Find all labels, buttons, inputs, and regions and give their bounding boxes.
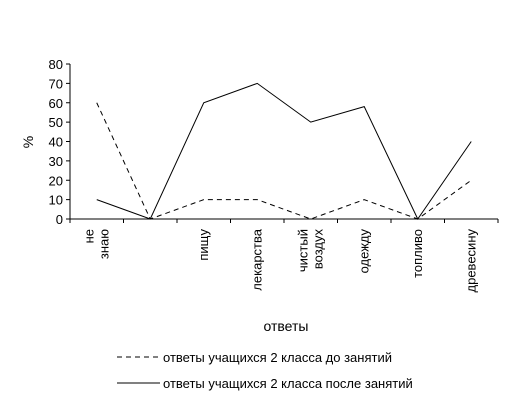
x-tick-label: одежду xyxy=(356,229,371,274)
x-tick-label: древесину xyxy=(463,229,478,293)
y-tick-label: 40 xyxy=(49,135,63,150)
y-tick-label: 60 xyxy=(49,96,63,111)
y-tick-label: 20 xyxy=(49,173,63,188)
y-tick-label: 50 xyxy=(49,115,63,130)
x-tick-label: чистый xyxy=(295,229,310,272)
y-axis-title: % xyxy=(20,136,36,148)
series-line-before xyxy=(96,102,472,220)
y-tick-label: 80 xyxy=(49,57,63,72)
legend-label-before: ответы учащихся 2 класса до занятий xyxy=(163,350,392,365)
x-axis-title: ответы xyxy=(264,318,309,334)
y-tick-label: 0 xyxy=(56,212,63,227)
legend-label-after: ответы учащихся 2 класса после занятий xyxy=(163,376,413,391)
legend: ответы учащихся 2 класса до занятий отве… xyxy=(117,350,413,391)
y-tick-label: 30 xyxy=(49,154,63,169)
x-tick-label: воздух xyxy=(310,229,325,270)
series-line-after xyxy=(96,82,472,220)
x-tick-label: не xyxy=(81,229,96,243)
x-tick-label: пищу xyxy=(196,229,211,261)
plot-area: 0 10 20 30 40 50 60 70 80 не знаю пищу лекарства чист… xyxy=(49,57,499,293)
x-tick-label: топливо xyxy=(410,229,425,278)
x-tick-label: знаю xyxy=(96,229,111,259)
x-tick-label: лекарства xyxy=(249,228,264,290)
y-tick-label: 10 xyxy=(49,193,63,208)
y-tick-label: 70 xyxy=(49,76,63,91)
